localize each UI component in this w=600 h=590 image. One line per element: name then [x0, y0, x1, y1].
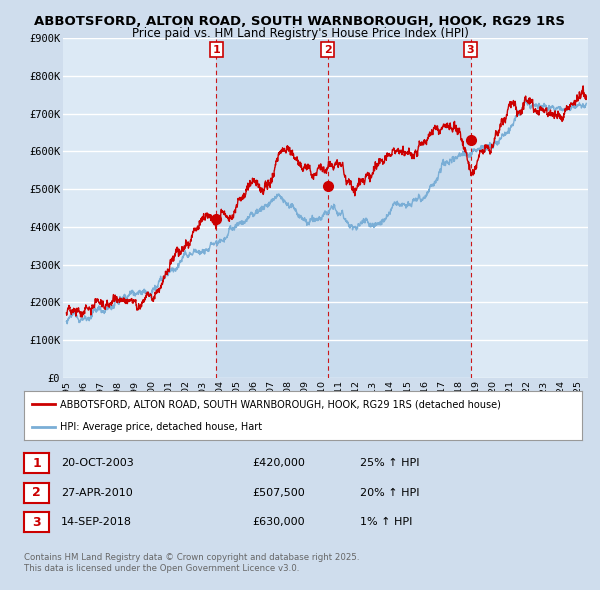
Text: 20-OCT-2003: 20-OCT-2003 — [61, 458, 134, 468]
Bar — [217, 38, 470, 378]
Text: 3: 3 — [32, 516, 41, 529]
Text: HPI: Average price, detached house, Hart: HPI: Average price, detached house, Hart — [60, 422, 262, 432]
Text: £420,000: £420,000 — [252, 458, 305, 468]
Text: ABBOTSFORD, ALTON ROAD, SOUTH WARNBOROUGH, HOOK, RG29 1RS (detached house): ABBOTSFORD, ALTON ROAD, SOUTH WARNBOROUG… — [60, 399, 501, 409]
Text: Price paid vs. HM Land Registry's House Price Index (HPI): Price paid vs. HM Land Registry's House … — [131, 27, 469, 40]
Text: 14-SEP-2018: 14-SEP-2018 — [61, 517, 132, 527]
Text: 2: 2 — [323, 45, 331, 55]
Text: £507,500: £507,500 — [252, 488, 305, 497]
Text: 25% ↑ HPI: 25% ↑ HPI — [360, 458, 419, 468]
Text: 1: 1 — [32, 457, 41, 470]
Text: ABBOTSFORD, ALTON ROAD, SOUTH WARNBOROUGH, HOOK, RG29 1RS: ABBOTSFORD, ALTON ROAD, SOUTH WARNBOROUG… — [35, 15, 566, 28]
Text: 20% ↑ HPI: 20% ↑ HPI — [360, 488, 419, 497]
Text: 1% ↑ HPI: 1% ↑ HPI — [360, 517, 412, 527]
Text: 27-APR-2010: 27-APR-2010 — [61, 488, 133, 497]
Text: Contains HM Land Registry data © Crown copyright and database right 2025.
This d: Contains HM Land Registry data © Crown c… — [24, 553, 359, 573]
Text: 2: 2 — [32, 486, 41, 499]
Text: £630,000: £630,000 — [252, 517, 305, 527]
Text: 3: 3 — [467, 45, 475, 55]
Text: 1: 1 — [212, 45, 220, 55]
